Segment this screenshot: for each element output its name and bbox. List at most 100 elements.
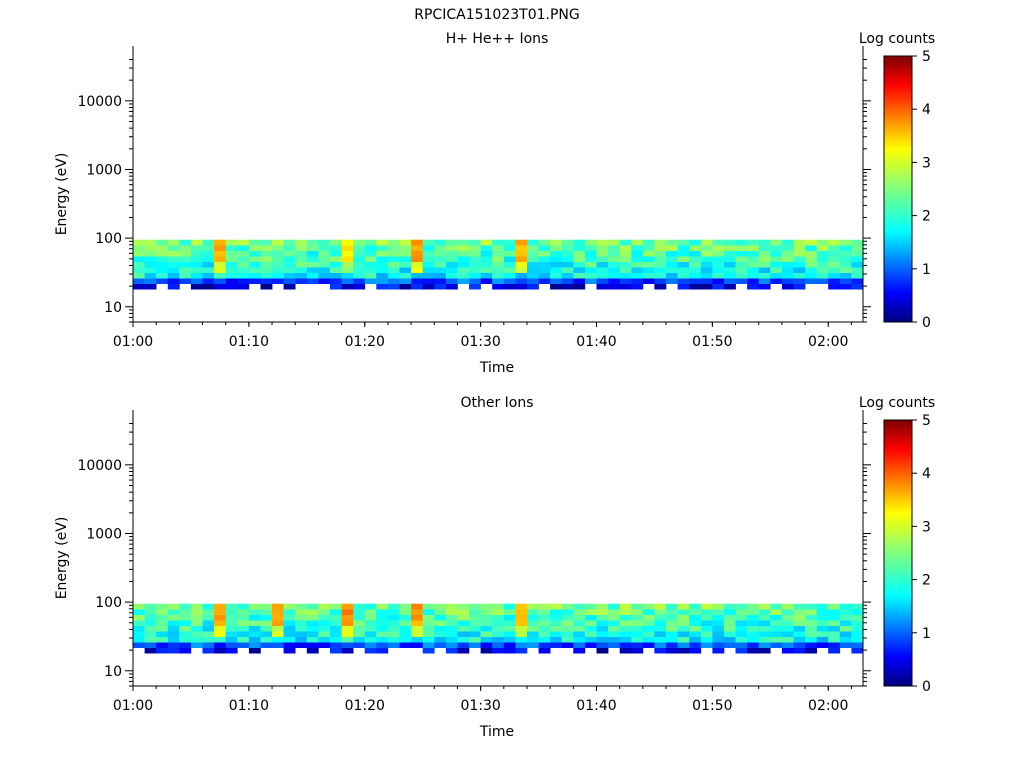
spectrogram-cell xyxy=(631,603,644,610)
spectrogram-cell xyxy=(666,267,678,273)
spectrogram-cell xyxy=(515,239,528,246)
spectrogram-cell xyxy=(631,625,644,632)
spectrogram-cell xyxy=(631,272,644,279)
spectrogram-cell xyxy=(677,631,690,637)
spectrogram-cell xyxy=(735,278,748,284)
spectrogram-cell xyxy=(411,620,423,626)
spectrogram-cell xyxy=(758,256,771,262)
spectrogram-cell xyxy=(758,239,771,246)
spectrogram-cell xyxy=(816,278,829,284)
spectrogram-cell xyxy=(341,636,354,643)
spectrogram-cell xyxy=(272,636,284,643)
spectrogram-cell xyxy=(747,267,759,273)
spectrogram-cell xyxy=(793,620,806,626)
spectrogram-cell xyxy=(434,256,447,262)
x-tick-label: 01:20 xyxy=(345,334,385,350)
spectrogram-cell xyxy=(492,642,505,648)
spectrogram-cell xyxy=(689,625,702,632)
spectrogram-cell xyxy=(712,642,725,648)
spectrogram-cell xyxy=(190,642,203,648)
spectrogram-cell xyxy=(353,250,366,257)
spectrogram-cell xyxy=(631,256,644,262)
spectrogram-cell xyxy=(805,609,817,615)
spectrogram-cell xyxy=(550,256,562,262)
spectrogram-cell xyxy=(422,614,435,621)
spectrogram-cell xyxy=(538,239,551,246)
spectrogram-cell xyxy=(608,239,620,246)
y-tick-label: 100 xyxy=(95,231,122,247)
spectrogram-cell xyxy=(503,609,516,615)
spectrogram-cell xyxy=(527,620,539,626)
spectrogram-cell xyxy=(318,278,331,284)
spectrogram-cell xyxy=(758,250,771,257)
spectrogram-cell xyxy=(608,642,620,648)
spectrogram-cell xyxy=(642,603,655,610)
spectrogram-cell xyxy=(527,278,539,284)
spectrogram-cell xyxy=(828,609,841,615)
spectrogram-cell xyxy=(781,636,794,643)
spectrogram-cell xyxy=(816,625,829,632)
spectrogram-cell xyxy=(758,647,771,654)
spectrogram-cell xyxy=(816,603,829,610)
spectrogram-cell xyxy=(190,239,203,246)
y-tick-label: 10000 xyxy=(77,458,122,474)
spectrogram-cell xyxy=(156,625,169,632)
spectrogram-cell xyxy=(237,625,250,632)
spectrogram-cell xyxy=(214,256,226,262)
spectrogram-cell xyxy=(573,642,586,648)
spectrogram-cell xyxy=(642,245,655,251)
spectrogram-cell xyxy=(387,256,400,262)
spectrogram-cell xyxy=(712,250,725,257)
spectrogram-cell xyxy=(260,256,273,262)
spectrogram-cell xyxy=(515,272,528,279)
spectrogram-cell xyxy=(248,647,261,654)
spectrogram-cell xyxy=(770,625,783,632)
spectrogram-cell xyxy=(214,603,226,610)
spectrogram-cell xyxy=(260,239,273,246)
spectrogram-cell xyxy=(469,245,481,251)
spectrogram-cell xyxy=(133,278,145,284)
spectrogram-cell xyxy=(445,261,458,268)
spectrogram-cell xyxy=(527,636,539,643)
spectrogram-cell xyxy=(816,250,829,257)
spectrogram-cell xyxy=(376,609,389,615)
spectrogram-cell xyxy=(503,625,516,632)
spectrogram-cell xyxy=(573,609,586,615)
spectrogram-cell xyxy=(724,272,736,279)
spectrogram-cell xyxy=(816,261,829,268)
spectrogram-cell xyxy=(503,283,516,290)
spectrogram-cell xyxy=(805,267,817,273)
spectrogram-cell xyxy=(283,603,296,610)
spectrogram-cell xyxy=(527,250,539,257)
x-tick-label: 01:50 xyxy=(692,698,732,714)
spectrogram-cell xyxy=(445,614,458,621)
spectrogram-cell xyxy=(225,636,238,643)
spectrogram-cell xyxy=(156,250,169,257)
spectrogram-cell xyxy=(619,609,632,615)
spectrogram-cell xyxy=(457,267,470,273)
spectrogram-cell xyxy=(237,256,250,262)
spectrogram-cell xyxy=(677,620,690,626)
spectrogram-cell xyxy=(422,245,435,251)
spectrogram-cell xyxy=(816,631,829,637)
spectrogram-cell xyxy=(503,642,516,648)
spectrogram-cell xyxy=(689,642,702,648)
spectrogram-cell xyxy=(480,272,493,279)
spectrogram-cell xyxy=(469,261,481,268)
spectrogram-cell xyxy=(828,283,841,290)
spectrogram-cell xyxy=(399,609,412,615)
spectrogram-cell xyxy=(306,642,319,648)
spectrogram-cell xyxy=(503,631,516,637)
spectrogram-cell xyxy=(805,625,817,632)
spectrogram-cell xyxy=(596,614,609,621)
spectrogram-cell xyxy=(770,642,783,648)
spectrogram-cell xyxy=(318,250,331,257)
spectrogram-cell xyxy=(179,620,192,626)
spectrogram-cell xyxy=(666,631,678,637)
spectrogram-cell xyxy=(445,272,458,279)
spectrogram-cell xyxy=(434,283,447,290)
spectrogram-cell xyxy=(480,250,493,257)
spectrogram-cell xyxy=(179,278,192,284)
spectrogram-cell xyxy=(144,631,157,637)
spectrogram-cell xyxy=(330,261,342,268)
